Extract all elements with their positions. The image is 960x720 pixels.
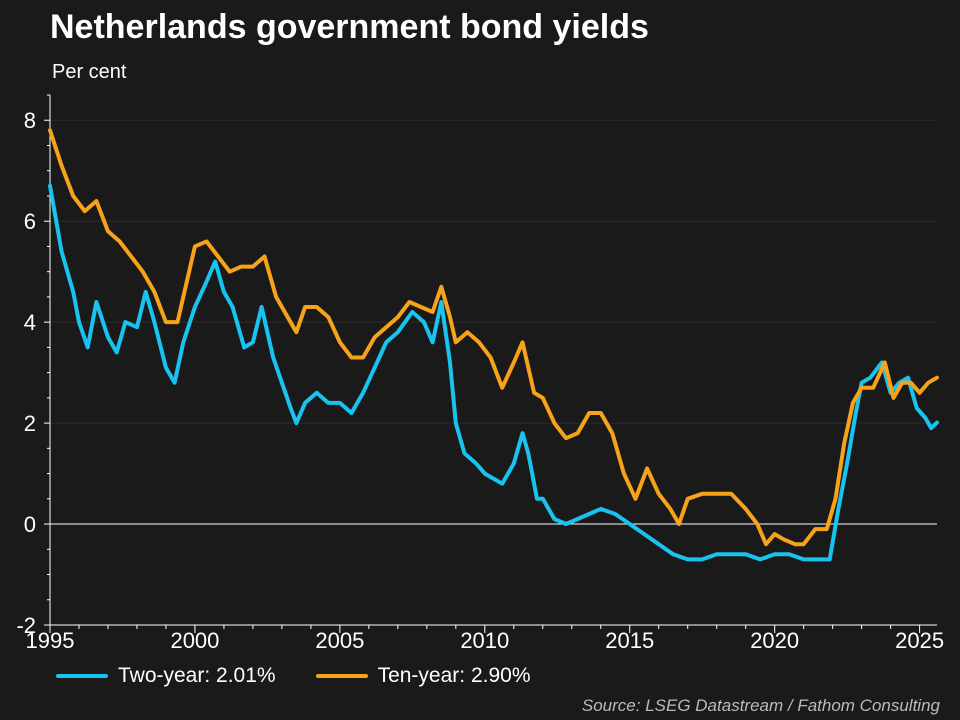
x-tick-label: 2025 (895, 628, 944, 653)
series-line-ten-year (48, 128, 939, 547)
legend-item-two-year: Two-year: 2.01% (56, 664, 276, 688)
legend-label-ten-year: Ten-year: 2.90% (377, 664, 531, 687)
legend-swatch-ten-year (315, 674, 368, 678)
x-tick-label: 2010 (460, 628, 509, 653)
source-note: Source: LSEG Datastream / Fathom Consult… (581, 696, 940, 715)
y-tick-label: 2 (24, 411, 36, 436)
axes: -2 0 2 4 6 8 1995 2000 2005 2010 2015 2020 2025 (16, 94, 944, 653)
chart-title: Netherlands government bond yields (50, 8, 649, 46)
series-lines (48, 128, 939, 562)
y-tick-label: 4 (24, 310, 36, 335)
grid-lines (50, 119, 937, 626)
x-tick-label: 2000 (170, 628, 219, 653)
x-tick-label: 2020 (750, 628, 799, 653)
chart-subtitle: Per cent (52, 61, 127, 83)
y-tick-label: 0 (24, 512, 36, 537)
y-tick-label: -2 (16, 613, 36, 638)
legend-label-two-year: Two-year: 2.01% (118, 664, 276, 687)
legend: Two-year: 2.01% Ten-year: 2.90% (56, 664, 571, 688)
series-line-two-year (48, 183, 939, 562)
x-tick-label: 1995 (26, 628, 75, 653)
x-tick-label: 2005 (315, 628, 364, 653)
legend-item-ten-year: Ten-year: 2.90% (315, 664, 531, 688)
y-tick-label: 6 (24, 209, 36, 234)
x-tick-label: 2015 (605, 628, 654, 653)
y-tick-label: 8 (24, 108, 36, 133)
legend-swatch-two-year (56, 674, 108, 678)
